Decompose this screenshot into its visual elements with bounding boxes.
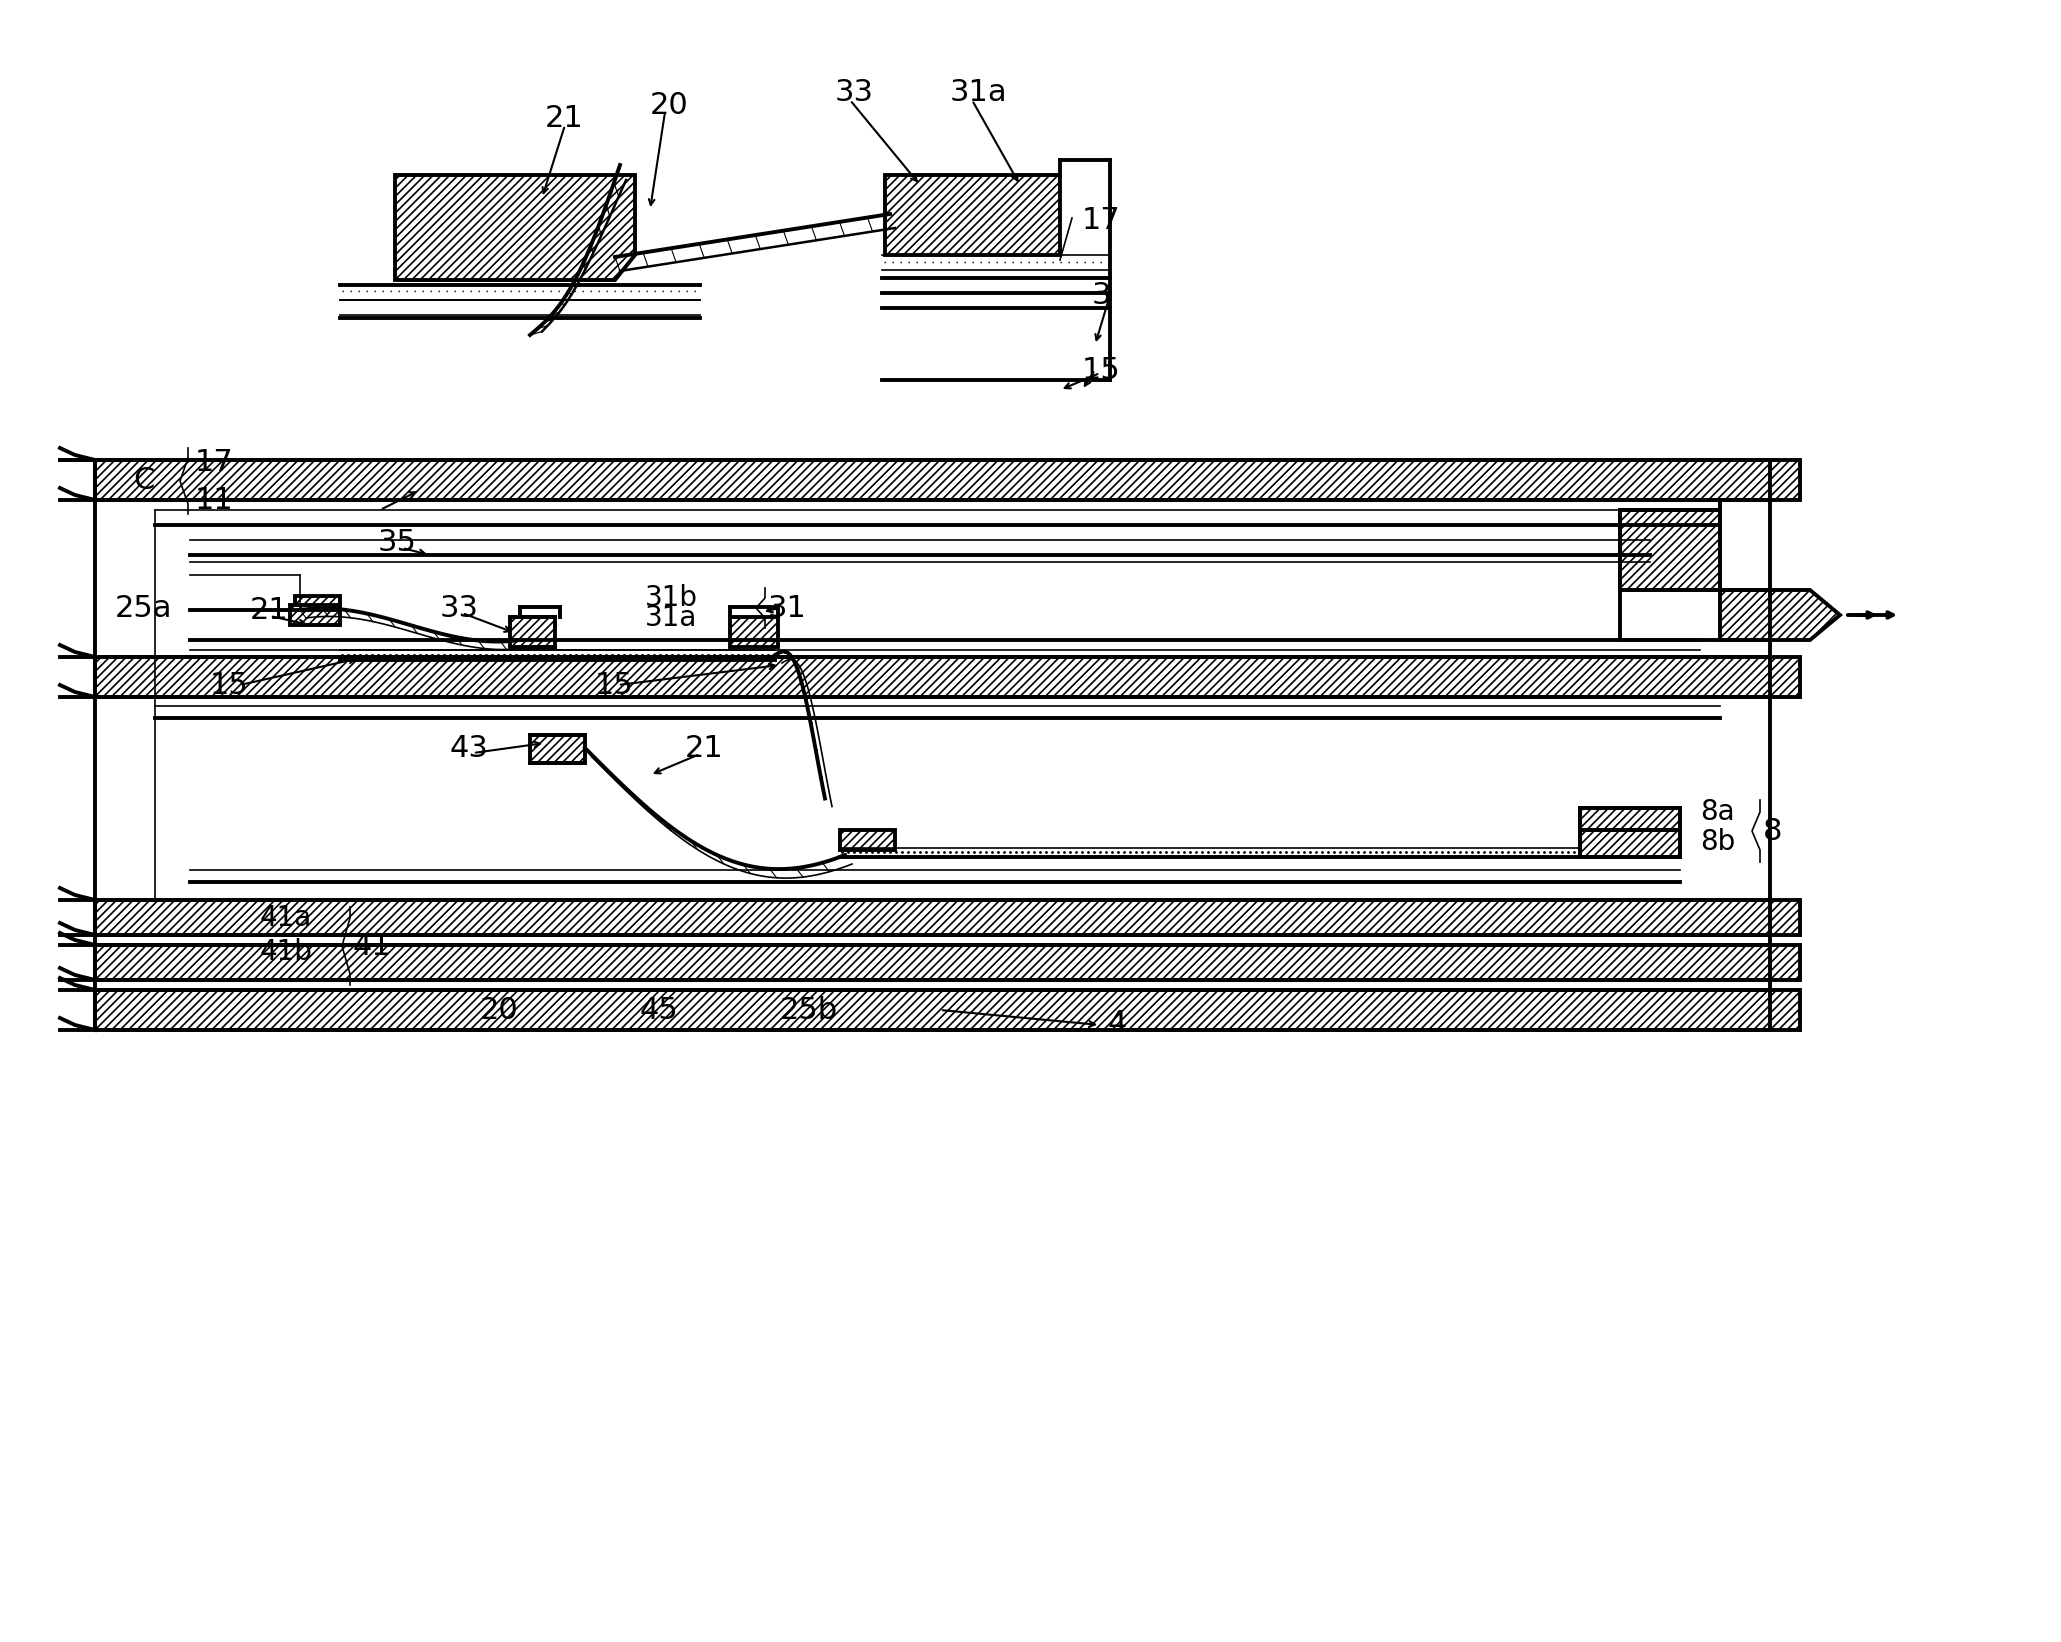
- Text: 31a: 31a: [950, 77, 1008, 107]
- Text: 21: 21: [544, 103, 583, 133]
- Text: 8a: 8a: [1700, 798, 1735, 826]
- Bar: [295, 596, 340, 609]
- Text: 15: 15: [596, 670, 633, 699]
- Bar: [291, 604, 340, 626]
- Polygon shape: [396, 176, 635, 281]
- Text: 31b: 31b: [645, 585, 699, 612]
- Text: 3: 3: [1092, 281, 1111, 309]
- Bar: [95, 900, 1799, 934]
- Text: 21: 21: [249, 596, 289, 624]
- Bar: [530, 736, 585, 764]
- Bar: [730, 617, 777, 647]
- Text: 31: 31: [769, 593, 806, 622]
- Text: 41b: 41b: [260, 938, 313, 965]
- Bar: [841, 829, 894, 851]
- Text: 15: 15: [1082, 356, 1121, 384]
- Text: 41a: 41a: [260, 905, 313, 933]
- Text: 45: 45: [641, 995, 678, 1025]
- Bar: [509, 617, 554, 647]
- Text: 35: 35: [377, 527, 416, 557]
- Text: 31a: 31a: [645, 604, 697, 632]
- Bar: [95, 460, 1799, 501]
- Text: 33: 33: [835, 77, 874, 107]
- Text: 20: 20: [480, 995, 519, 1025]
- Text: 25b: 25b: [779, 995, 839, 1025]
- Polygon shape: [1721, 589, 1840, 640]
- Text: 11: 11: [196, 486, 233, 514]
- Text: 41: 41: [352, 931, 392, 961]
- Bar: [95, 657, 1799, 696]
- Bar: [95, 946, 1799, 980]
- Bar: [1581, 829, 1680, 857]
- Polygon shape: [884, 176, 1059, 255]
- Text: 43: 43: [449, 734, 488, 762]
- Text: 17: 17: [196, 448, 233, 476]
- Bar: [1620, 511, 1721, 589]
- Bar: [1581, 808, 1680, 829]
- Text: 15: 15: [210, 670, 249, 699]
- Text: 33: 33: [439, 593, 478, 622]
- Text: 8: 8: [1762, 816, 1783, 846]
- Bar: [95, 990, 1799, 1030]
- Text: 21: 21: [684, 734, 723, 762]
- Text: 8b: 8b: [1700, 828, 1735, 855]
- Text: 17: 17: [1082, 205, 1121, 235]
- Text: 4: 4: [1109, 1008, 1127, 1038]
- Text: 20: 20: [649, 90, 688, 120]
- Text: C: C: [134, 465, 155, 494]
- Text: 25a: 25a: [115, 593, 173, 622]
